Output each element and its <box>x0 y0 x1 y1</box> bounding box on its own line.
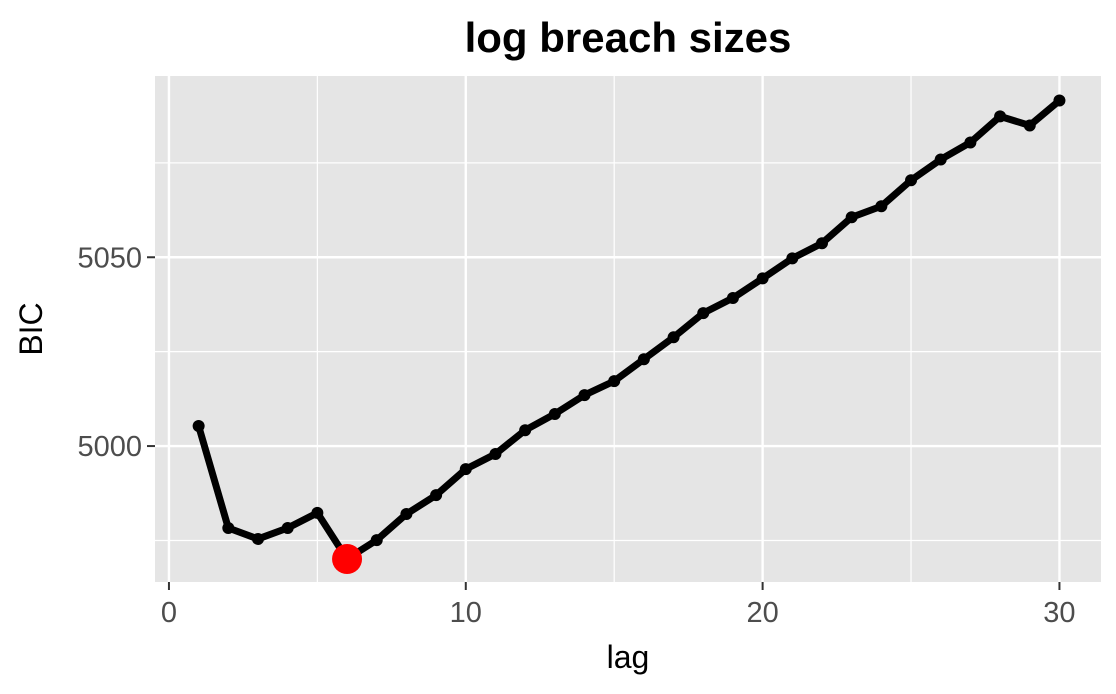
chart-title: log breach sizes <box>465 14 792 61</box>
bic-data-point <box>786 252 799 265</box>
bic-data-point <box>994 110 1007 123</box>
bic-data-point <box>519 424 532 437</box>
x-axis-label: lag <box>607 639 650 675</box>
x-tick-label: 10 <box>450 597 482 629</box>
bic-data-point <box>578 389 591 402</box>
y-tick-label: 5050 <box>77 242 142 274</box>
bic-data-point <box>608 375 621 388</box>
bic-data-point <box>548 407 561 420</box>
x-tick-label: 0 <box>161 597 177 629</box>
bic-data-point <box>252 532 265 545</box>
bic-data-point <box>400 508 413 521</box>
bic-data-point <box>430 489 443 502</box>
bic-data-point <box>934 153 947 166</box>
bic-data-point <box>637 353 650 366</box>
y-tick-label: 5000 <box>77 431 142 463</box>
bic-data-point <box>1053 94 1066 107</box>
x-tick-label: 20 <box>746 597 778 629</box>
bic-data-point <box>192 420 205 433</box>
bic-data-point <box>815 237 828 250</box>
bic-data-point <box>726 292 739 305</box>
bic-data-point <box>964 136 977 149</box>
bic-data-point <box>459 463 472 476</box>
bic-data-point <box>489 447 502 460</box>
y-axis-label: BIC <box>13 302 49 355</box>
minimum-bic-point <box>332 543 363 574</box>
bic-data-point <box>370 534 383 547</box>
bic-data-point <box>845 211 858 224</box>
bic-data-point <box>222 522 235 535</box>
bic-data-point <box>1023 119 1036 132</box>
bic-data-point <box>756 272 769 285</box>
bic-data-point <box>667 331 680 344</box>
bic-data-point <box>905 174 918 187</box>
x-tick-label: 30 <box>1043 597 1075 629</box>
bic-data-point <box>281 522 294 535</box>
bic-data-point <box>697 307 710 320</box>
bic-data-point <box>311 506 324 519</box>
bic-data-point <box>875 200 888 213</box>
